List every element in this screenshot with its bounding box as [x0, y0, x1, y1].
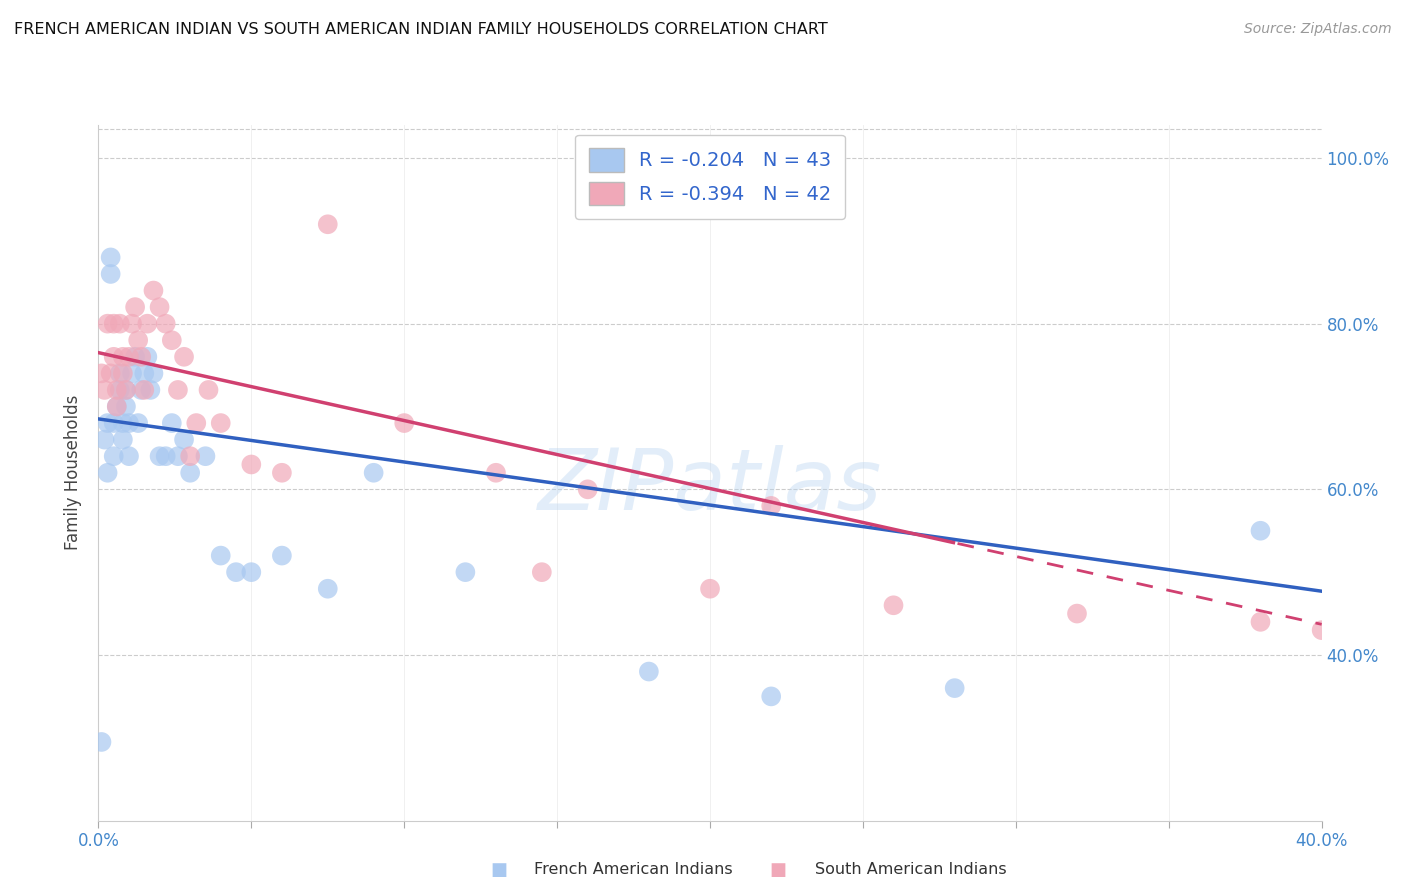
Point — [270, 549, 292, 563]
Point — [124, 350, 146, 364]
Point — [637, 665, 661, 679]
Point — [118, 350, 141, 364]
Point — [105, 400, 128, 414]
Point — [134, 367, 156, 381]
Point — [108, 317, 131, 331]
Point — [1249, 615, 1271, 629]
Point — [576, 483, 599, 497]
Point — [316, 217, 339, 231]
Text: FRENCH AMERICAN INDIAN VS SOUTH AMERICAN INDIAN FAMILY HOUSEHOLDS CORRELATION CH: FRENCH AMERICAN INDIAN VS SOUTH AMERICAN… — [14, 22, 828, 37]
Point — [1310, 623, 1333, 637]
Point — [209, 416, 232, 430]
Point — [179, 466, 201, 480]
Point — [129, 350, 152, 364]
Point — [118, 416, 141, 430]
Point — [111, 367, 134, 381]
Point — [149, 449, 172, 463]
Point — [270, 466, 292, 480]
Point — [93, 383, 115, 397]
Point — [149, 300, 172, 314]
Point — [392, 416, 416, 430]
Point — [108, 367, 131, 381]
Point — [209, 549, 232, 563]
Point — [240, 565, 263, 579]
Point — [186, 416, 208, 430]
Point — [115, 400, 138, 414]
Point — [454, 565, 477, 579]
Point — [100, 251, 122, 265]
Point — [105, 383, 128, 397]
Point — [136, 350, 159, 364]
Point — [111, 416, 134, 430]
Text: Source: ZipAtlas.com: Source: ZipAtlas.com — [1244, 22, 1392, 37]
Point — [943, 681, 966, 695]
Point — [93, 433, 115, 447]
Text: French American Indians: French American Indians — [534, 863, 733, 877]
Point — [124, 300, 146, 314]
Point — [155, 317, 177, 331]
Text: ■: ■ — [769, 861, 786, 879]
Point — [100, 267, 122, 281]
Point — [90, 367, 112, 381]
Point — [129, 383, 152, 397]
Y-axis label: Family Households: Family Households — [65, 395, 83, 550]
Point — [97, 416, 120, 430]
Point — [530, 565, 553, 579]
Point — [160, 416, 183, 430]
Point — [225, 565, 247, 579]
Point — [155, 449, 177, 463]
Point — [103, 416, 125, 430]
Point — [121, 317, 143, 331]
Point — [127, 416, 149, 430]
Point — [108, 383, 131, 397]
Point — [97, 317, 120, 331]
Point — [103, 317, 125, 331]
Point — [160, 333, 183, 347]
Point — [194, 449, 217, 463]
Point — [121, 367, 143, 381]
Point — [97, 466, 120, 480]
Point — [100, 367, 122, 381]
Point — [136, 317, 159, 331]
Point — [111, 433, 134, 447]
Point — [699, 582, 721, 596]
Point — [90, 735, 112, 749]
Point — [167, 449, 190, 463]
Point — [197, 383, 219, 397]
Point — [363, 466, 385, 480]
Point — [179, 449, 201, 463]
Point — [111, 350, 134, 364]
Point — [485, 466, 508, 480]
Point — [173, 350, 195, 364]
Point — [173, 433, 195, 447]
Text: ■: ■ — [491, 861, 508, 879]
Point — [1066, 607, 1088, 621]
Point — [139, 383, 162, 397]
Text: South American Indians: South American Indians — [815, 863, 1007, 877]
Point — [127, 333, 149, 347]
Point — [167, 383, 190, 397]
Point — [883, 599, 905, 613]
Point — [142, 284, 165, 298]
Point — [759, 690, 782, 704]
Point — [240, 458, 263, 472]
Point — [103, 350, 125, 364]
Point — [105, 400, 128, 414]
Point — [1249, 524, 1271, 538]
Point — [115, 383, 138, 397]
Point — [142, 367, 165, 381]
Point — [103, 449, 125, 463]
Point — [118, 449, 141, 463]
Point — [134, 383, 156, 397]
Legend: R = -0.204   N = 43, R = -0.394   N = 42: R = -0.204 N = 43, R = -0.394 N = 42 — [575, 135, 845, 219]
Point — [759, 499, 782, 513]
Text: ZIPatlas: ZIPatlas — [538, 445, 882, 528]
Point — [115, 383, 138, 397]
Point — [316, 582, 339, 596]
